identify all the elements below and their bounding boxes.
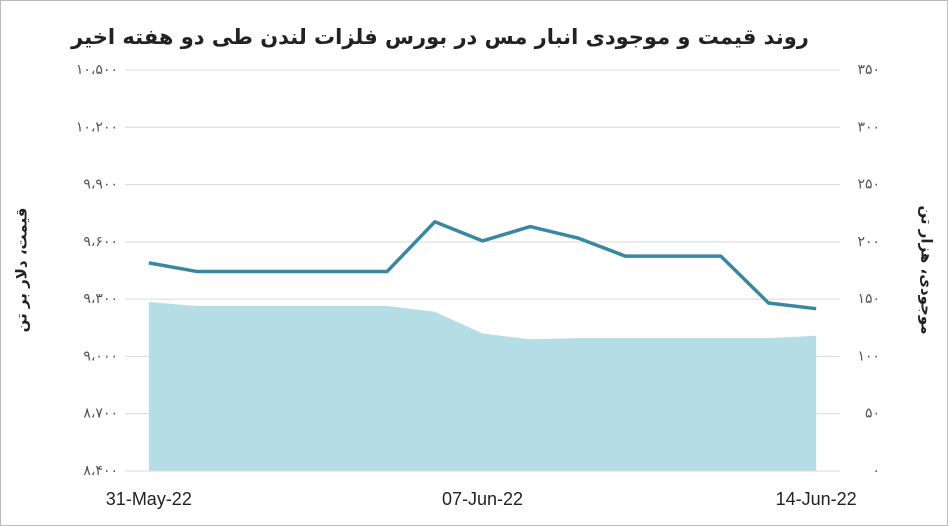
y-tick-label: ۹،۶۰۰ (83, 234, 118, 250)
y2-tick-label: ۲۰۰ (857, 234, 880, 250)
y-axis-label: قیمت، دلار بر تن (13, 208, 31, 333)
x-tick-label: 07-Jun-22 (442, 489, 523, 509)
y-tick-label: ۱۰،۲۰۰ (76, 119, 118, 135)
y2-axis-label: موجودی، هزار تن (918, 205, 936, 334)
y2-tick-label: ۲۵۰ (857, 177, 880, 193)
y-tick-label: ۹،۰۰۰ (83, 348, 118, 364)
y2-tick-label: ۵۰ (865, 406, 880, 422)
line (148, 220, 817, 311)
y2-tick-label: ۰ (872, 463, 880, 479)
y2-tick-label: ۱۰۰ (857, 348, 880, 364)
y-tick-label: ۹،۹۰۰ (83, 177, 118, 193)
y2-tick-label: ۳۵۰ (857, 62, 880, 78)
y-tick-label: ۸،۴۰۰ (83, 463, 118, 479)
x-tick-label: 31-May-22 (106, 489, 192, 509)
area (148, 302, 817, 471)
x-tick-label: 14-Jun-22 (776, 489, 857, 509)
y-tick-label: ۸،۷۰۰ (83, 406, 118, 422)
y-tick-label: ۱۰،۵۰۰ (76, 62, 118, 78)
chart-title: روند قیمت و موجودی انبار مس در بورس فلزا… (70, 25, 809, 49)
y-tick-label: ۹،۳۰۰ (83, 291, 118, 307)
y2-tick-label: ۱۵۰ (857, 291, 880, 307)
y2-tick-label: ۳۰۰ (857, 119, 880, 135)
